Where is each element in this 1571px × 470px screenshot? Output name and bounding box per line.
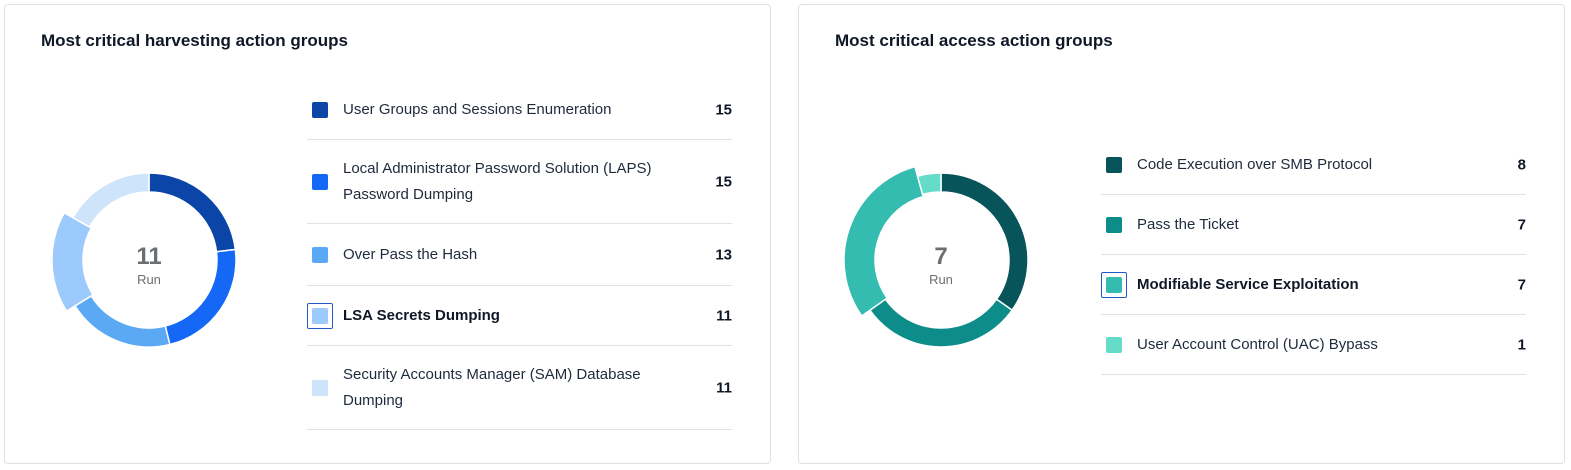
- harvesting-legend-swatch-4: [307, 302, 333, 329]
- access-donut-chart: 7 Run: [841, 160, 1041, 360]
- harvesting-slice-2[interactable]: [164, 248, 237, 346]
- access-legend-label-3: Modifiable Service Exploitation: [1137, 275, 1359, 293]
- access-legend-value-3: 7: [1517, 276, 1526, 293]
- harvesting-legend-item-3[interactable]: Over Pass the Hash 13: [307, 224, 732, 286]
- access-slice-4[interactable]: [916, 172, 942, 196]
- access-legend-color-3: [1106, 276, 1122, 293]
- access-legend-color-1: [1106, 156, 1122, 173]
- harvesting-slice-3[interactable]: [74, 294, 171, 348]
- access-donut-svg: 7 Run: [843, 165, 1029, 348]
- harvesting-legend-label-4: LSA Secrets Dumping: [343, 306, 500, 324]
- harvesting-legend-value-3: 13: [715, 246, 732, 263]
- harvesting-legend-item-4[interactable]: LSA Secrets Dumping 11: [307, 286, 732, 346]
- access-legend: Code Execution over SMB Protocol 8 Pass th…: [1101, 135, 1526, 375]
- harvesting-card: Most critical harvesting action groups 1…: [4, 4, 771, 464]
- access-legend-label-2: Pass the Ticket: [1137, 215, 1239, 233]
- harvesting-legend-swatch-2: [307, 169, 333, 195]
- harvesting-legend-label-1: User Groups and Sessions Enumeration: [343, 101, 612, 118]
- harvesting-legend-label-2: Local Administrator Password Solution (L…: [343, 159, 652, 203]
- access-legend-item-3[interactable]: Modifiable Service Exploitation 7: [1101, 255, 1526, 315]
- harvesting-legend-color-5: [312, 379, 328, 396]
- access-legend-item-4[interactable]: User Account Control (UAC) Bypass 1: [1101, 315, 1526, 375]
- access-legend-value-1: 8: [1517, 156, 1526, 173]
- harvesting-legend-label-3: Over Pass the Hash: [343, 245, 478, 263]
- harvesting-legend: User Groups and Sessions Enumeration 15 Lo…: [307, 81, 732, 430]
- access-legend-value-2: 7: [1517, 216, 1526, 233]
- harvesting-legend-swatch-1: [307, 97, 333, 123]
- harvesting-legend-value-5: 11: [716, 379, 732, 396]
- harvesting-legend-color-3: [312, 246, 328, 263]
- harvesting-legend-item-5[interactable]: Security Accounts Manager (SAM) Database…: [307, 346, 732, 430]
- harvesting-legend-item-1[interactable]: User Groups and Sessions Enumeration 15: [307, 81, 732, 140]
- access-legend-item-1[interactable]: Code Execution over SMB Protocol 8: [1101, 135, 1526, 195]
- harvesting-donut-svg: 11 Run: [51, 172, 237, 348]
- access-legend-color-2: [1106, 216, 1122, 233]
- harvesting-card-title: Most critical harvesting action groups: [41, 31, 349, 50]
- access-center-label: Run: [929, 272, 953, 287]
- access-legend-label-1: Code Execution over SMB Protocol: [1137, 155, 1373, 173]
- access-legend-swatch-2: [1101, 212, 1127, 238]
- harvesting-legend-value-4: 11: [716, 307, 732, 324]
- harvesting-center-value: 11: [136, 243, 161, 270]
- access-slice-3[interactable]: [843, 165, 925, 317]
- harvesting-legend-swatch-3: [307, 242, 333, 268]
- access-legend-label-4: User Account Control (UAC) Bypass: [1137, 335, 1378, 353]
- access-legend-swatch-4: [1101, 332, 1127, 358]
- access-legend-color-4: [1106, 336, 1122, 353]
- access-slice-1[interactable]: [940, 172, 1029, 312]
- harvesting-legend-color-2: [312, 173, 328, 190]
- access-legend-value-4: 1: [1517, 336, 1526, 353]
- access-card: Most critical access action groups 7 Run…: [798, 4, 1565, 464]
- access-card-title: Most critical access action groups: [835, 31, 1113, 50]
- access-legend-swatch-1: [1101, 152, 1127, 178]
- harvesting-slice-5[interactable]: [71, 172, 150, 228]
- harvesting-donut-chart: 11 Run: [49, 160, 249, 360]
- access-center-value: 7: [934, 243, 947, 270]
- harvesting-legend-value-1: 15: [715, 101, 732, 119]
- harvesting-legend-value-2: 15: [715, 173, 732, 190]
- harvesting-legend-color-4: [312, 307, 328, 324]
- harvesting-slice-1[interactable]: [148, 172, 237, 253]
- access-legend-item-2[interactable]: Pass the Ticket 7: [1101, 195, 1526, 255]
- harvesting-legend-label-5: Security Accounts Manager (SAM) Database…: [343, 365, 641, 409]
- harvesting-center-label: Run: [137, 272, 161, 287]
- harvesting-slice-4[interactable]: [51, 211, 94, 313]
- access-legend-swatch-3: [1101, 271, 1127, 298]
- harvesting-legend-color-1: [312, 102, 328, 118]
- harvesting-legend-item-2[interactable]: Local Administrator Password Solution (L…: [307, 140, 732, 224]
- harvesting-legend-swatch-5: [307, 375, 333, 401]
- access-slice-2[interactable]: [868, 298, 1014, 348]
